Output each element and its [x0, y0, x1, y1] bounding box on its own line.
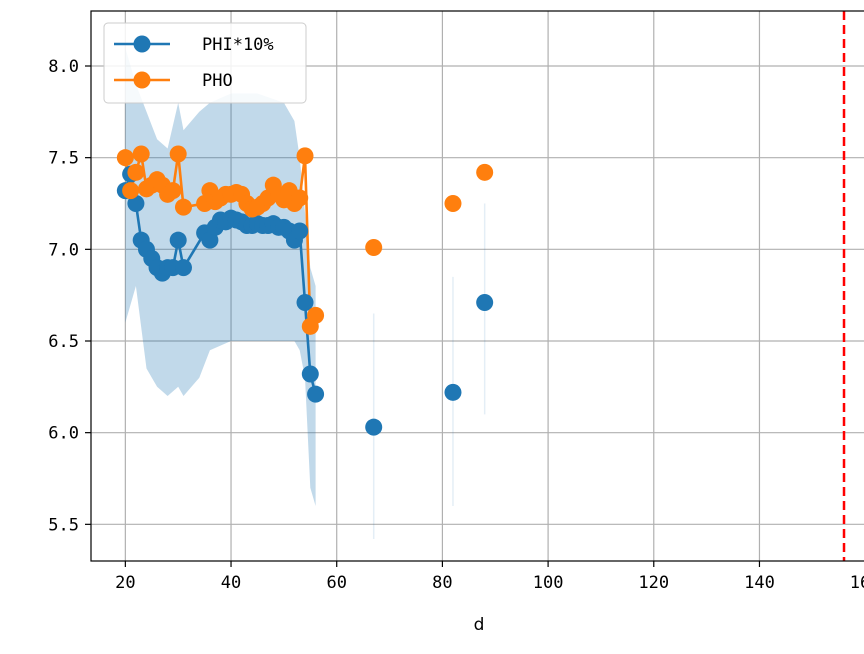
data-point-1: [444, 195, 462, 212]
data-point-0: [365, 418, 383, 436]
data-point-0: [307, 385, 325, 403]
x-tick-label: 140: [744, 573, 775, 593]
data-point-0: [296, 294, 314, 311]
x-tick-label: 120: [638, 573, 669, 593]
data-point-1: [169, 145, 187, 163]
x-tick-label: 40: [221, 573, 241, 593]
data-point-1: [476, 163, 494, 181]
legend-swatch-marker-pho: [133, 71, 151, 89]
plot-frame: [90, 10, 864, 562]
data-point-1: [291, 189, 309, 207]
data-point-0: [444, 383, 462, 401]
x-tick-label: 100: [533, 573, 564, 593]
legend: PHI*10% PHO: [103, 22, 307, 104]
legend-label-pho: PHO: [202, 71, 233, 91]
x-tick-label: 160: [850, 573, 864, 593]
data-point-0: [174, 259, 192, 277]
x-tick-label: 20: [115, 573, 135, 593]
data-point-0: [201, 231, 219, 249]
data-point-0: [476, 294, 494, 311]
x-axis: 20 40 60 80 100 120 140 160: [115, 561, 864, 593]
data-point-1: [365, 239, 383, 256]
series-points: [116, 145, 494, 436]
x-tick-label: 60: [326, 573, 346, 593]
y-axis: 5.5 6.0 6.5 7.0 7.5 8.0: [48, 57, 91, 535]
legend-label-phi: PHI*10%: [202, 35, 274, 55]
data-point-1: [296, 147, 314, 165]
data-point-0: [291, 222, 309, 240]
data-point-1: [174, 198, 192, 216]
data-point-1: [122, 182, 140, 200]
data-point-1: [116, 149, 134, 167]
data-point-1: [132, 145, 150, 163]
data-point-1: [164, 182, 182, 200]
y-tick-label: 7.5: [48, 149, 79, 169]
data-point-0: [127, 195, 145, 212]
data-point-1: [307, 306, 325, 324]
grid: [91, 11, 864, 561]
data-point-0: [301, 365, 319, 383]
band-area: [125, 47, 316, 506]
legend-swatch-marker-phi: [133, 35, 151, 53]
y-tick-label: 8.0: [48, 57, 79, 77]
x-axis-label: d: [474, 615, 485, 635]
x-tick-label: 80: [432, 573, 452, 593]
y-tick-label: 6.5: [48, 332, 79, 352]
y-tick-label: 5.5: [48, 515, 79, 535]
y-tick-label: 6.0: [48, 424, 79, 444]
data-point-0: [169, 231, 187, 249]
data-point-1: [127, 163, 145, 181]
y-tick-label: 7.0: [48, 240, 79, 260]
